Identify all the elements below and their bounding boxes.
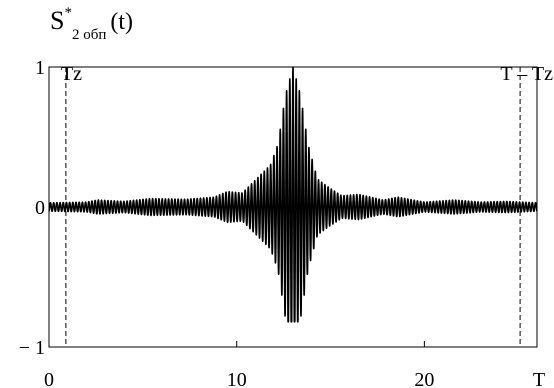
y-tick-label: 0	[35, 197, 45, 219]
y-tick-label: − 1	[19, 337, 45, 359]
x-tick-label: 10	[227, 369, 247, 388]
y-tick-label: 1	[35, 57, 45, 79]
y-axis-label: S*2 обп(t)	[50, 5, 134, 44]
x-tick-label: 20	[414, 369, 434, 388]
marker-label-t-minus-tz: T – Tz	[500, 63, 553, 85]
marker-label-tz: Tz	[61, 63, 82, 85]
signal-line	[48, 66, 538, 323]
x-tick-label: 0	[44, 369, 54, 388]
x-axis-label: T	[533, 369, 545, 388]
